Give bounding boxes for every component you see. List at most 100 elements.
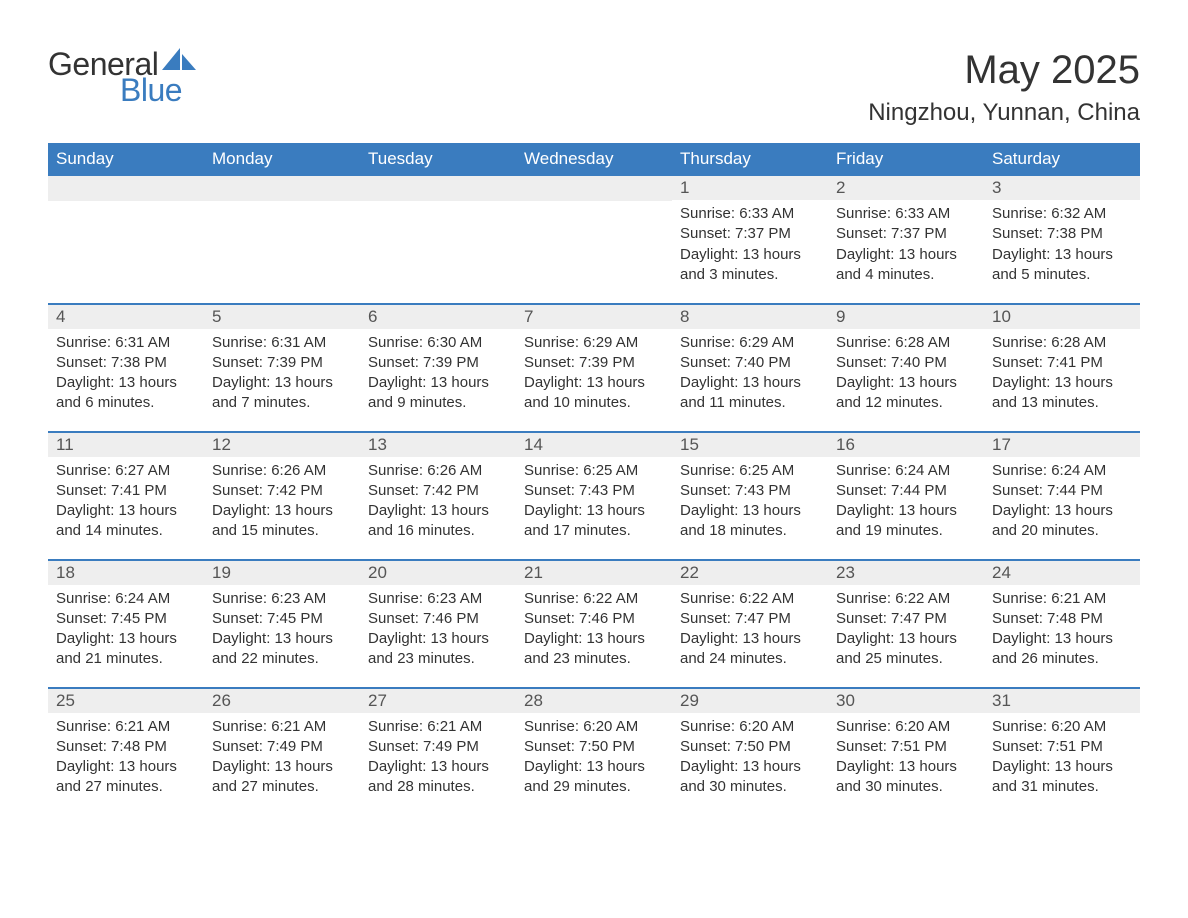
day-details: Sunrise: 6:21 AMSunset: 7:49 PMDaylight:…	[360, 713, 516, 804]
day-details: Sunrise: 6:27 AMSunset: 7:41 PMDaylight:…	[48, 457, 204, 548]
daylight-line: Daylight: 13 hours and 3 minutes.	[680, 245, 820, 286]
sunrise-line: Sunrise: 6:28 AM	[836, 333, 976, 353]
daylight-line: Daylight: 13 hours and 28 minutes.	[368, 757, 508, 798]
calendar-day-cell: 16Sunrise: 6:24 AMSunset: 7:44 PMDayligh…	[828, 431, 984, 559]
day-number: 21	[516, 560, 672, 585]
sunrise-line: Sunrise: 6:30 AM	[368, 333, 508, 353]
sunset-line: Sunset: 7:42 PM	[368, 481, 508, 501]
sunrise-line: Sunrise: 6:27 AM	[56, 461, 196, 481]
day-details: Sunrise: 6:22 AMSunset: 7:46 PMDaylight:…	[516, 585, 672, 676]
day-number: 13	[360, 432, 516, 457]
sunrise-line: Sunrise: 6:29 AM	[524, 333, 664, 353]
day-details: Sunrise: 6:32 AMSunset: 7:38 PMDaylight:…	[984, 200, 1140, 291]
day-details: Sunrise: 6:23 AMSunset: 7:46 PMDaylight:…	[360, 585, 516, 676]
day-details: Sunrise: 6:21 AMSunset: 7:48 PMDaylight:…	[984, 585, 1140, 676]
day-details: Sunrise: 6:29 AMSunset: 7:40 PMDaylight:…	[672, 329, 828, 420]
calendar-week-row: 4Sunrise: 6:31 AMSunset: 7:38 PMDaylight…	[48, 303, 1140, 431]
calendar-day-cell: 7Sunrise: 6:29 AMSunset: 7:39 PMDaylight…	[516, 303, 672, 431]
sunrise-line: Sunrise: 6:24 AM	[56, 589, 196, 609]
logo: General Blue	[48, 48, 196, 106]
weekday-header: Wednesday	[516, 143, 672, 175]
empty-daynum-bar	[48, 175, 204, 201]
day-number: 16	[828, 432, 984, 457]
logo-sail-icon	[162, 48, 196, 74]
empty-daynum-bar	[360, 175, 516, 201]
calendar-page: General Blue May 2025 Ningzhou, Yunnan, …	[0, 0, 1188, 855]
sunset-line: Sunset: 7:47 PM	[680, 609, 820, 629]
calendar-day-cell: 19Sunrise: 6:23 AMSunset: 7:45 PMDayligh…	[204, 559, 360, 687]
sunrise-line: Sunrise: 6:26 AM	[368, 461, 508, 481]
calendar-empty-cell	[360, 175, 516, 303]
sunrise-line: Sunrise: 6:31 AM	[56, 333, 196, 353]
daylight-line: Daylight: 13 hours and 21 minutes.	[56, 629, 196, 670]
sunrise-line: Sunrise: 6:21 AM	[56, 717, 196, 737]
day-number: 11	[48, 432, 204, 457]
day-details: Sunrise: 6:24 AMSunset: 7:45 PMDaylight:…	[48, 585, 204, 676]
calendar-day-cell: 11Sunrise: 6:27 AMSunset: 7:41 PMDayligh…	[48, 431, 204, 559]
daylight-line: Daylight: 13 hours and 24 minutes.	[680, 629, 820, 670]
day-number: 20	[360, 560, 516, 585]
day-number: 2	[828, 175, 984, 200]
daylight-line: Daylight: 13 hours and 5 minutes.	[992, 245, 1132, 286]
sunset-line: Sunset: 7:50 PM	[524, 737, 664, 757]
day-details: Sunrise: 6:23 AMSunset: 7:45 PMDaylight:…	[204, 585, 360, 676]
sunset-line: Sunset: 7:39 PM	[524, 353, 664, 373]
sunset-line: Sunset: 7:40 PM	[836, 353, 976, 373]
sunset-line: Sunset: 7:45 PM	[56, 609, 196, 629]
daylight-line: Daylight: 13 hours and 27 minutes.	[56, 757, 196, 798]
calendar-day-cell: 12Sunrise: 6:26 AMSunset: 7:42 PMDayligh…	[204, 431, 360, 559]
calendar-week-row: 25Sunrise: 6:21 AMSunset: 7:48 PMDayligh…	[48, 687, 1140, 815]
sunset-line: Sunset: 7:43 PM	[524, 481, 664, 501]
sunrise-line: Sunrise: 6:33 AM	[836, 204, 976, 224]
calendar-day-cell: 18Sunrise: 6:24 AMSunset: 7:45 PMDayligh…	[48, 559, 204, 687]
daylight-line: Daylight: 13 hours and 26 minutes.	[992, 629, 1132, 670]
calendar-day-cell: 3Sunrise: 6:32 AMSunset: 7:38 PMDaylight…	[984, 175, 1140, 303]
day-details: Sunrise: 6:20 AMSunset: 7:50 PMDaylight:…	[516, 713, 672, 804]
sunrise-line: Sunrise: 6:32 AM	[992, 204, 1132, 224]
sunrise-line: Sunrise: 6:25 AM	[524, 461, 664, 481]
calendar-week-row: 18Sunrise: 6:24 AMSunset: 7:45 PMDayligh…	[48, 559, 1140, 687]
daylight-line: Daylight: 13 hours and 4 minutes.	[836, 245, 976, 286]
sunset-line: Sunset: 7:37 PM	[680, 224, 820, 244]
calendar-day-cell: 2Sunrise: 6:33 AMSunset: 7:37 PMDaylight…	[828, 175, 984, 303]
logo-word2: Blue	[120, 74, 196, 106]
calendar-empty-cell	[204, 175, 360, 303]
sunrise-line: Sunrise: 6:25 AM	[680, 461, 820, 481]
day-details: Sunrise: 6:25 AMSunset: 7:43 PMDaylight:…	[672, 457, 828, 548]
day-details: Sunrise: 6:33 AMSunset: 7:37 PMDaylight:…	[828, 200, 984, 291]
day-details: Sunrise: 6:30 AMSunset: 7:39 PMDaylight:…	[360, 329, 516, 420]
daylight-line: Daylight: 13 hours and 15 minutes.	[212, 501, 352, 542]
sunrise-line: Sunrise: 6:20 AM	[680, 717, 820, 737]
sunrise-line: Sunrise: 6:22 AM	[680, 589, 820, 609]
sunset-line: Sunset: 7:46 PM	[368, 609, 508, 629]
calendar-day-cell: 22Sunrise: 6:22 AMSunset: 7:47 PMDayligh…	[672, 559, 828, 687]
sunset-line: Sunset: 7:47 PM	[836, 609, 976, 629]
day-details: Sunrise: 6:33 AMSunset: 7:37 PMDaylight:…	[672, 200, 828, 291]
sunrise-line: Sunrise: 6:26 AM	[212, 461, 352, 481]
sunset-line: Sunset: 7:50 PM	[680, 737, 820, 757]
day-number: 3	[984, 175, 1140, 200]
daylight-line: Daylight: 13 hours and 20 minutes.	[992, 501, 1132, 542]
daylight-line: Daylight: 13 hours and 17 minutes.	[524, 501, 664, 542]
daylight-line: Daylight: 13 hours and 27 minutes.	[212, 757, 352, 798]
daylight-line: Daylight: 13 hours and 22 minutes.	[212, 629, 352, 670]
location-title: Ningzhou, Yunnan, China	[868, 99, 1140, 127]
empty-daynum-bar	[516, 175, 672, 201]
day-number: 24	[984, 560, 1140, 585]
daylight-line: Daylight: 13 hours and 29 minutes.	[524, 757, 664, 798]
daylight-line: Daylight: 13 hours and 30 minutes.	[680, 757, 820, 798]
daylight-line: Daylight: 13 hours and 13 minutes.	[992, 373, 1132, 414]
calendar-day-cell: 25Sunrise: 6:21 AMSunset: 7:48 PMDayligh…	[48, 687, 204, 815]
sunrise-line: Sunrise: 6:24 AM	[992, 461, 1132, 481]
sunrise-line: Sunrise: 6:23 AM	[212, 589, 352, 609]
weekday-header: Saturday	[984, 143, 1140, 175]
sunset-line: Sunset: 7:46 PM	[524, 609, 664, 629]
day-number: 27	[360, 688, 516, 713]
daylight-line: Daylight: 13 hours and 30 minutes.	[836, 757, 976, 798]
day-details: Sunrise: 6:24 AMSunset: 7:44 PMDaylight:…	[984, 457, 1140, 548]
sunrise-line: Sunrise: 6:29 AM	[680, 333, 820, 353]
sunrise-line: Sunrise: 6:21 AM	[992, 589, 1132, 609]
calendar-day-cell: 31Sunrise: 6:20 AMSunset: 7:51 PMDayligh…	[984, 687, 1140, 815]
calendar-day-cell: 15Sunrise: 6:25 AMSunset: 7:43 PMDayligh…	[672, 431, 828, 559]
sunrise-line: Sunrise: 6:28 AM	[992, 333, 1132, 353]
